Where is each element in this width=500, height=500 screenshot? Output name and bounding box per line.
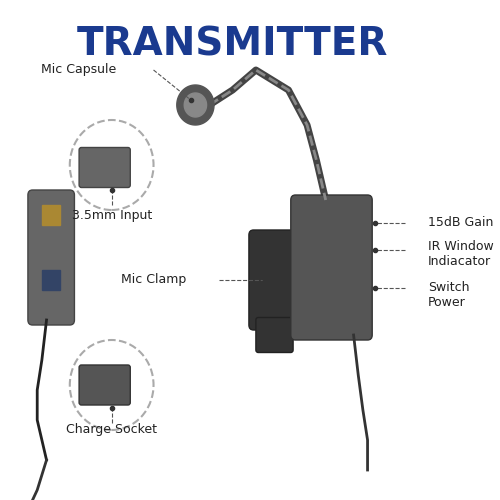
Polygon shape: [184, 93, 206, 117]
Bar: [42, 205, 60, 225]
FancyBboxPatch shape: [291, 195, 372, 340]
Text: IR Window
Indiacator: IR Window Indiacator: [428, 240, 494, 268]
FancyBboxPatch shape: [256, 318, 293, 352]
Text: Charge Socket: Charge Socket: [66, 424, 157, 436]
Text: Switch
Power: Switch Power: [428, 281, 470, 309]
Bar: [42, 270, 60, 290]
FancyBboxPatch shape: [79, 148, 130, 188]
FancyBboxPatch shape: [249, 230, 300, 330]
Text: 15dB Gain: 15dB Gain: [428, 216, 494, 229]
Text: Mic Clamp: Mic Clamp: [121, 274, 186, 286]
FancyBboxPatch shape: [28, 190, 74, 325]
Text: Mic Capsule: Mic Capsule: [41, 64, 117, 76]
FancyBboxPatch shape: [79, 365, 130, 405]
Polygon shape: [177, 85, 214, 125]
Text: TRANSMITTER: TRANSMITTER: [77, 25, 388, 63]
Text: 3.5mm Input: 3.5mm Input: [72, 208, 152, 222]
